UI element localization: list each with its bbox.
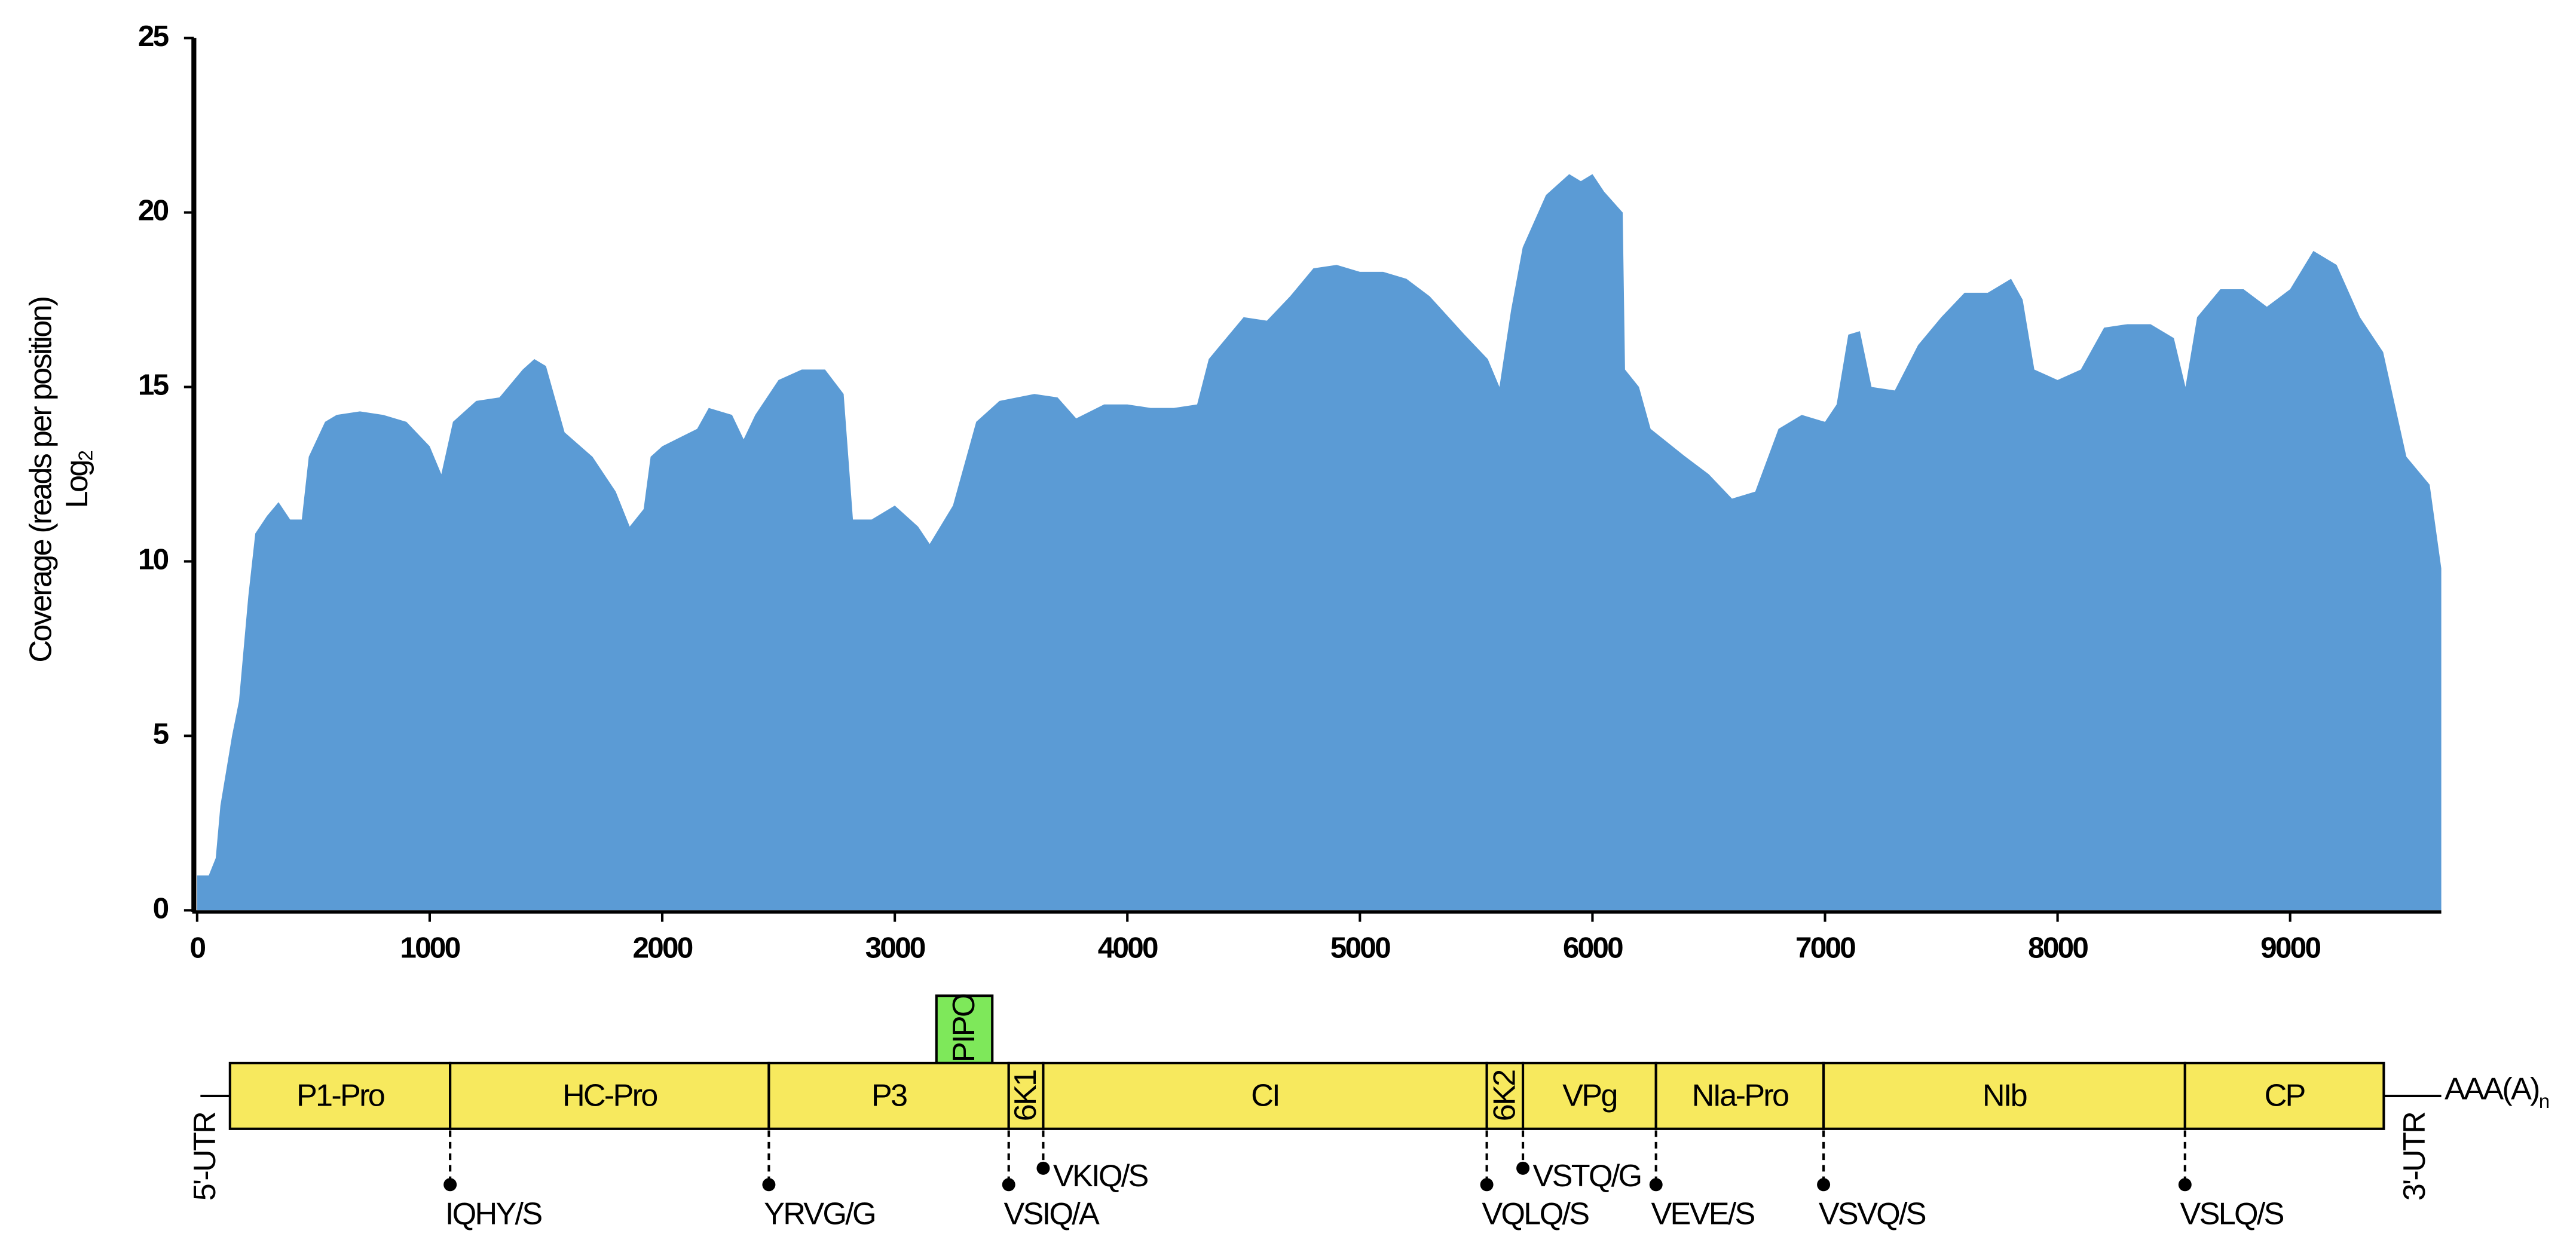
region-label: NIa-Pro	[1692, 1078, 1788, 1113]
x-tick-label: 1000	[400, 931, 460, 964]
tail-sub: n	[2539, 1090, 2549, 1112]
x-tick-label: 7000	[1795, 931, 1855, 964]
x-tick-label: 4000	[1098, 931, 1158, 964]
site-label: IQHY/S	[445, 1196, 541, 1231]
site-dot	[1480, 1178, 1494, 1192]
region-box	[228, 1061, 452, 1130]
region-box	[449, 1061, 770, 1130]
site-dot	[1516, 1161, 1530, 1175]
utr5-label: 5'-UTR	[188, 1112, 222, 1201]
pipo-label: PIPO	[947, 994, 981, 1063]
region-label: CI	[1251, 1078, 1279, 1113]
region-label: HC-Pro	[562, 1078, 657, 1113]
region-label: P3	[871, 1078, 907, 1113]
y-tick-label: 25	[138, 20, 169, 53]
y-tick-label: 10	[138, 543, 169, 576]
region-label: NIb	[1983, 1078, 2027, 1113]
y-tick-label: 0	[153, 892, 169, 924]
tail-label: AAA(A)n	[2445, 1072, 2549, 1112]
x-tick-label: 0	[189, 931, 205, 964]
site-label: VSTQ/G	[1533, 1159, 1641, 1193]
x-tick-label: 5000	[1330, 931, 1390, 964]
x-tick-label: 6000	[1563, 931, 1623, 964]
site-dot	[443, 1178, 457, 1192]
site-dot	[1649, 1178, 1663, 1192]
y-tick-label: 5	[153, 717, 169, 750]
region-box	[1822, 1061, 2186, 1130]
y-axis-label-2-main: Log	[60, 461, 94, 508]
x-tick-label: 3000	[865, 931, 925, 964]
region-label: VPg	[1562, 1078, 1616, 1113]
genome-map: PIPO 5'-UTR 3'-UTR AAA(A)n P1-Pro HC-Pro P…	[188, 994, 2550, 1231]
site-dot	[1002, 1178, 1015, 1192]
coverage-area	[197, 174, 2442, 911]
site-label: VSVQ/S	[1819, 1196, 1926, 1231]
y-tick-label: 20	[138, 194, 169, 227]
x-tick-label: 9000	[2260, 931, 2320, 964]
utr3-label: 3'-UTR	[2397, 1112, 2432, 1201]
region-box	[2183, 1061, 2385, 1130]
y-axis-label-2: Log2	[60, 451, 97, 508]
region-box	[1522, 1061, 1657, 1130]
x-tick-label: 2000	[633, 931, 693, 964]
site-dot	[1817, 1178, 1831, 1192]
region-label: CP	[2265, 1078, 2305, 1113]
site-label: YRVG/G	[764, 1196, 875, 1231]
site-dot	[762, 1178, 776, 1192]
site-dot	[2178, 1178, 2192, 1192]
site-label: VQLQ/S	[1482, 1196, 1589, 1231]
x-tick-label: 8000	[2028, 931, 2088, 964]
plot: 0 5 10 15 20 25 0 1000 2000 3000 4000 5000 6000 7000 8…	[138, 20, 2442, 964]
region-box	[1042, 1061, 1488, 1130]
site-label: VEVE/S	[1651, 1196, 1754, 1231]
tail-main: AAA(A)	[2445, 1072, 2539, 1106]
region-label: 6K1	[1008, 1070, 1043, 1121]
y-axis-label: Coverage (reads per position)	[23, 297, 58, 662]
site-dot	[1036, 1161, 1050, 1175]
region-label: 6K2	[1487, 1070, 1522, 1121]
site-label: VSIQ/A	[1004, 1196, 1100, 1231]
region-label: P1-Pro	[296, 1078, 384, 1113]
y-axis-label-2-sub: 2	[74, 451, 96, 461]
site-label: VKIQ/S	[1053, 1159, 1148, 1193]
y-tick-label: 15	[138, 369, 169, 402]
site-label: VSLQ/S	[2180, 1196, 2284, 1231]
